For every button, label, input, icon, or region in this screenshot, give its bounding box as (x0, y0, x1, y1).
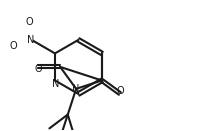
Text: O: O (9, 41, 17, 51)
Text: N: N (72, 84, 80, 94)
Text: N: N (52, 79, 59, 89)
Text: N: N (27, 35, 35, 45)
Text: O: O (26, 17, 34, 27)
Text: O: O (34, 64, 42, 75)
Text: O: O (116, 86, 124, 96)
